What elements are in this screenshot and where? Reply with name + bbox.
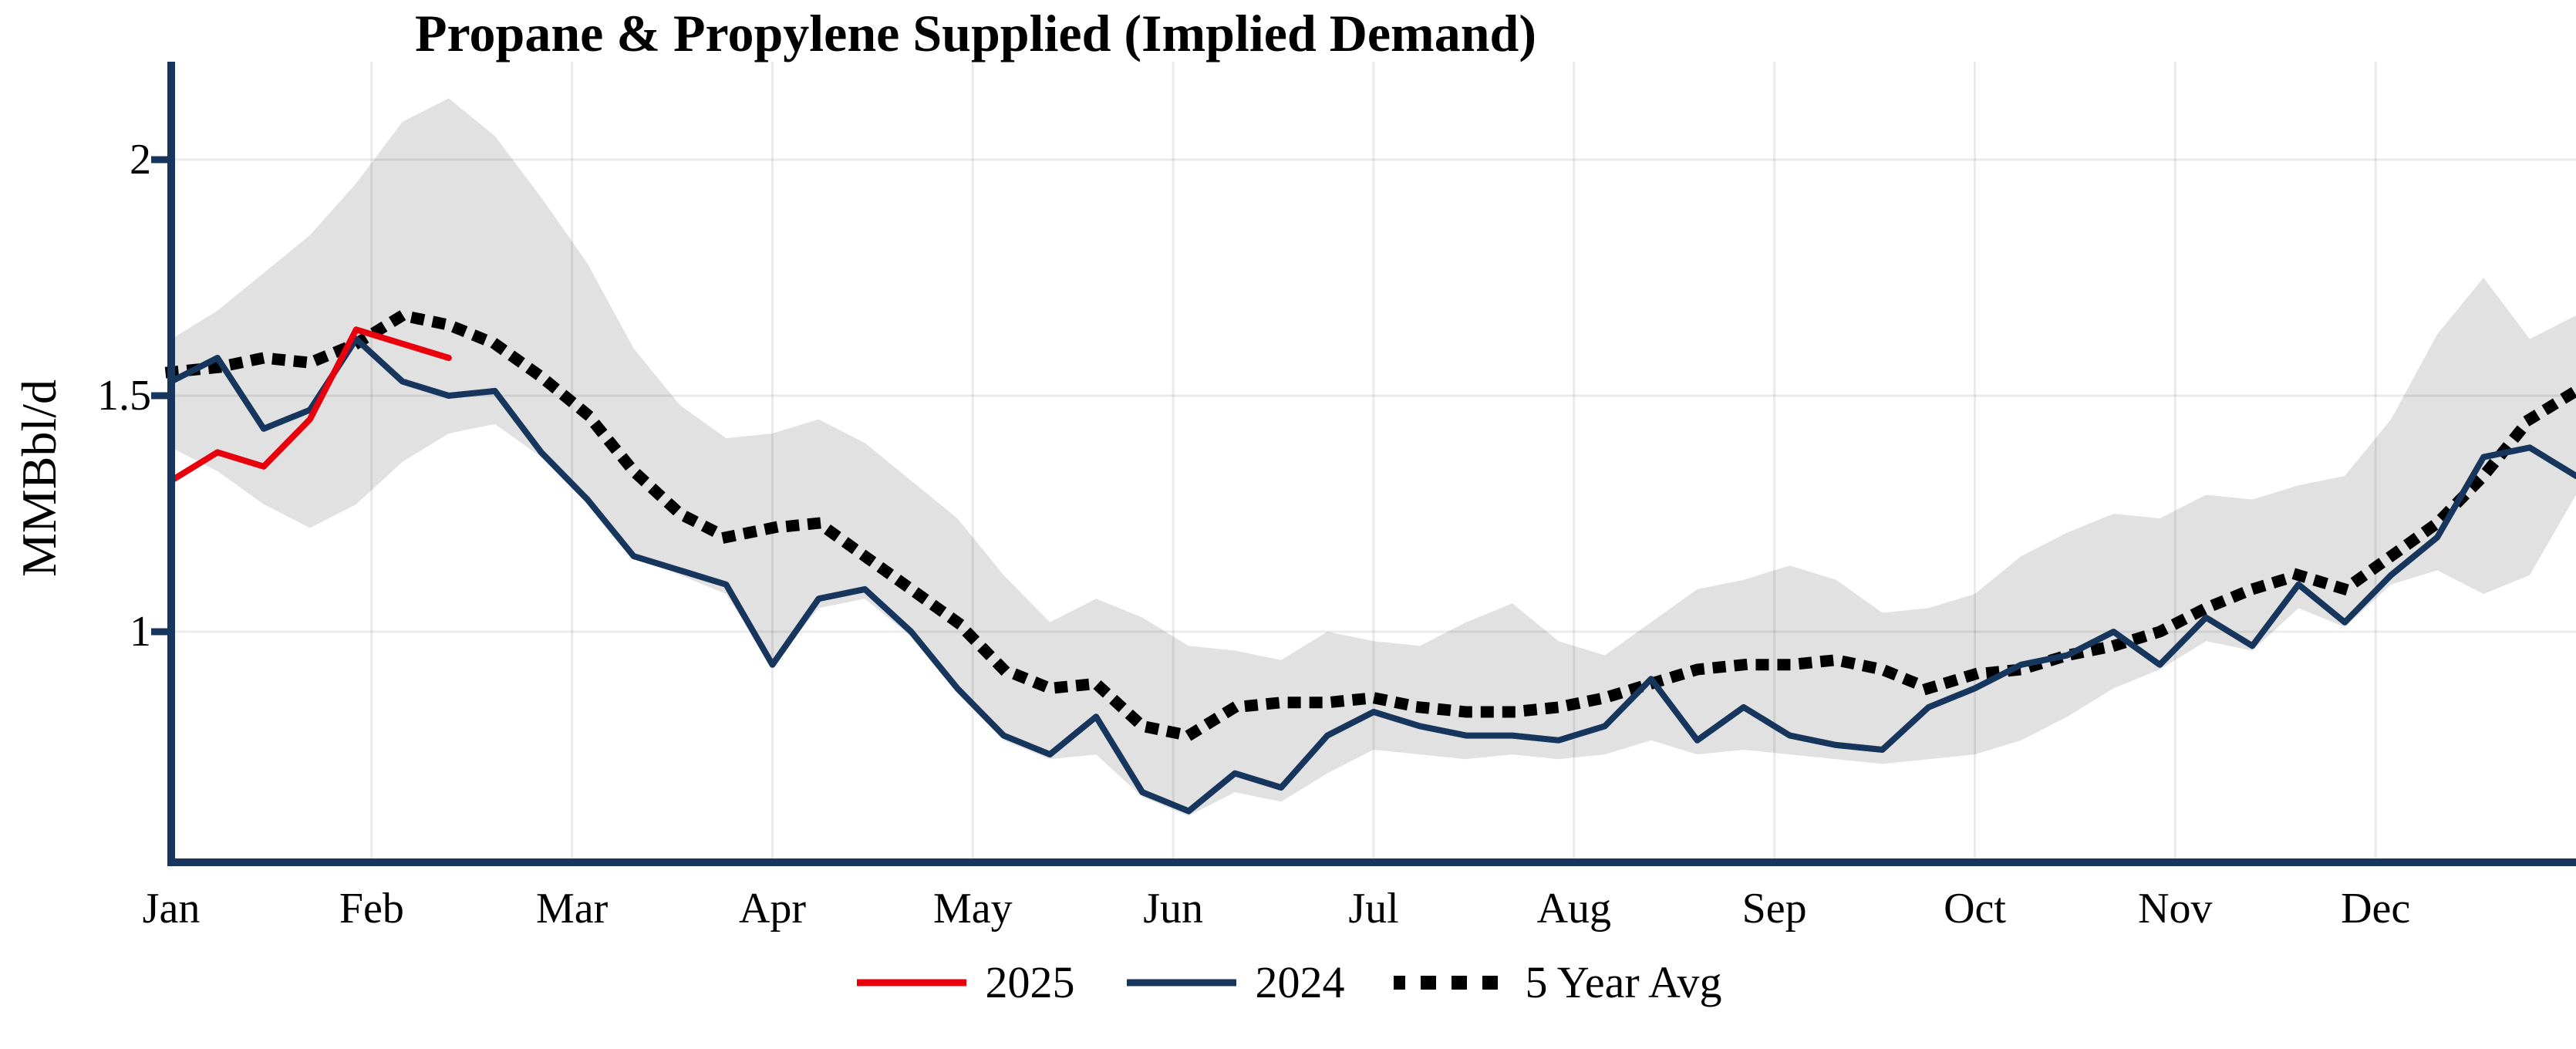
y-tick-label: 2 [130, 136, 151, 184]
x-tick-label: Jul [1348, 885, 1399, 933]
five-year-range-band [171, 98, 2576, 816]
x-tick-label: May [933, 885, 1013, 933]
legend-line-sample-5-year-avg [1394, 975, 1510, 990]
legend-label-2025: 2025 [985, 957, 1075, 1007]
series-line-5-year-avg [164, 309, 2576, 742]
x-tick-label: Nov [2138, 885, 2213, 933]
legend-item-2025: 2025 [854, 956, 1074, 1008]
x-tick-label: Oct [1944, 885, 2006, 933]
x-tick-label: Jun [1143, 885, 1204, 933]
x-tick-label: Feb [339, 885, 404, 933]
x-tick-label: Sep [1741, 885, 1807, 933]
x-tick-label: Mar [536, 885, 609, 933]
x-tick-label: Jan [142, 885, 201, 933]
x-tick-label: Aug [1536, 885, 1612, 933]
legend-item-2024: 2024 [1124, 956, 1344, 1008]
x-tick-label: Apr [738, 885, 807, 933]
series-line-2025 [168, 326, 452, 484]
legend-label-2024: 2024 [1255, 957, 1345, 1007]
chart-title: Propane & Propylene Supplied (Implied De… [415, 4, 1536, 62]
legend-line-sample-2024 [1127, 979, 1237, 986]
series-line-2024 [168, 336, 2576, 815]
legend: 2025 2024 5 Year Avg [0, 956, 2576, 1008]
y-tick-label: 1 [130, 608, 151, 656]
legend-line-sample-2025 [857, 979, 967, 986]
legend-item-5-year-avg: 5 Year Avg [1394, 956, 1722, 1008]
y-tick-label: 1.5 [97, 372, 151, 420]
x-tick-label: Dec [2341, 885, 2411, 933]
legend-label-5-year-avg: 5 Year Avg [1525, 957, 1722, 1007]
